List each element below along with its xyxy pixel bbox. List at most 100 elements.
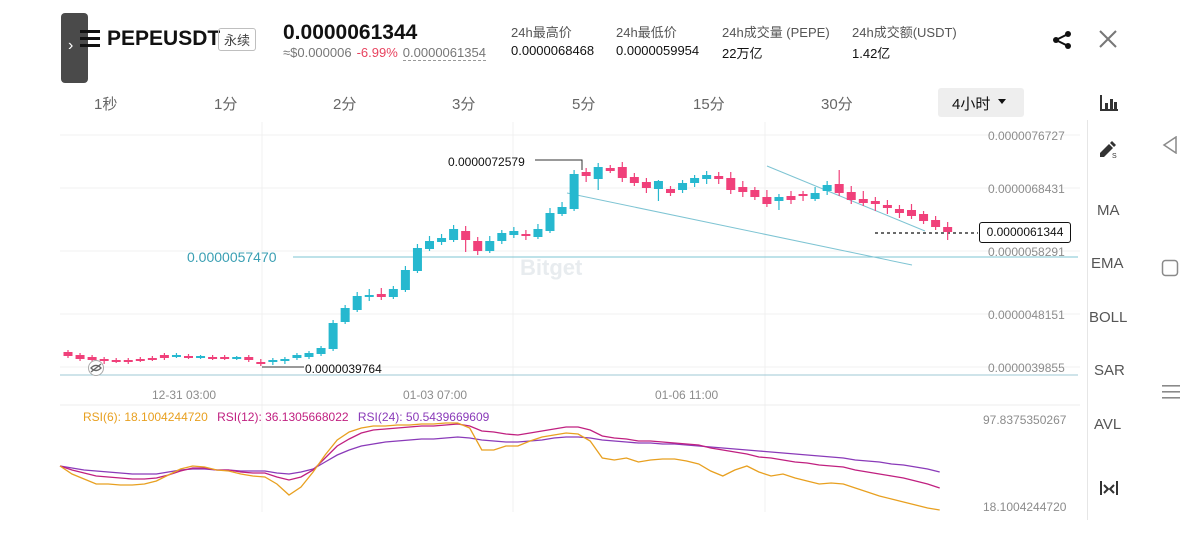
nav-back-icon[interactable] <box>1162 136 1178 154</box>
candle-body <box>907 210 916 216</box>
stat-label-low: 24h最低价 <box>616 25 677 40</box>
candle-body <box>437 238 447 242</box>
candle-body <box>774 197 784 201</box>
symbol-title[interactable]: PEPEUSDT <box>107 27 221 50</box>
candle-body <box>557 207 567 214</box>
candle-body <box>690 178 700 183</box>
menu-icon[interactable] <box>80 30 100 48</box>
candle-body <box>726 178 736 190</box>
candle-body <box>497 233 507 241</box>
rsi12-line <box>59 423 940 489</box>
stat-value-high: 0.0000068468 <box>511 43 595 58</box>
contract-type-badge: 永续 <box>218 28 257 51</box>
candle-body <box>340 308 350 322</box>
indicator-ema[interactable]: EMA <box>1091 255 1124 272</box>
close-icon[interactable] <box>1097 28 1119 50</box>
watermark: Bitget <box>520 255 583 280</box>
candle-body <box>316 348 326 354</box>
candle-body <box>220 357 230 359</box>
candle-body <box>593 167 603 179</box>
rsi12-value: RSI(12): 36.1305668022 <box>217 410 349 424</box>
tab-1s[interactable]: 1秒 <box>94 96 118 113</box>
candle-body <box>822 185 832 191</box>
candle-body <box>738 187 748 192</box>
rsi-legend: RSI(6): 18.1004244720 RSI(12): 36.130566… <box>83 410 489 424</box>
indicator-avl[interactable]: AVL <box>1094 416 1122 433</box>
indicator-chart-icon[interactable] <box>1099 94 1119 112</box>
price-subline: ≈$0.000006 -6.99% 0.0000061354 <box>283 45 486 61</box>
candle-body <box>87 357 97 360</box>
candle-body <box>629 177 639 183</box>
rsi-lines <box>59 422 940 511</box>
candle-body <box>762 197 772 204</box>
candle-body <box>653 181 663 189</box>
candle-body <box>894 209 904 213</box>
rsi24-line <box>59 436 940 475</box>
candle-body <box>919 214 929 221</box>
candle-body <box>208 357 218 359</box>
draw-tool-icon[interactable]: S <box>1097 138 1119 160</box>
side-drawer-handle[interactable]: › <box>61 13 88 83</box>
price-axis-tick: 0.0000048151 <box>988 308 1065 322</box>
candle-body <box>461 231 471 240</box>
candle-body <box>846 192 856 200</box>
tab-30m[interactable]: 30分 <box>821 96 853 113</box>
candle-body <box>63 352 73 356</box>
nav-home-icon[interactable] <box>1161 259 1179 277</box>
candle-body <box>256 362 266 364</box>
rsi6-value: RSI(6): 18.1004244720 <box>83 410 208 424</box>
mark-price[interactable]: 0.0000061354 <box>402 45 486 61</box>
hide-drawings-icon[interactable] <box>86 359 106 377</box>
candle-body <box>810 193 820 199</box>
nav-recents-icon[interactable] <box>1162 384 1180 400</box>
candle-body <box>533 229 543 237</box>
candles-group <box>63 162 953 366</box>
indicator-ma[interactable]: MA <box>1097 202 1120 219</box>
tab-15m[interactable]: 15分 <box>693 96 725 113</box>
rsi6-line <box>59 422 940 511</box>
candle-body <box>666 189 675 193</box>
high-price-label: 0.0000072579 <box>448 155 525 169</box>
candlestick-chart[interactable]: Bitget <box>0 0 1085 539</box>
indicator-boll[interactable]: BOLL <box>1089 309 1128 326</box>
candle-body <box>159 355 169 358</box>
price-axis-tick: 0.0000068431 <box>988 182 1065 196</box>
candle-body <box>328 323 338 349</box>
candle-body <box>678 183 688 190</box>
candle-body <box>171 355 181 357</box>
candle-body <box>400 270 410 290</box>
tab-3m[interactable]: 3分 <box>452 96 476 113</box>
trend-lines <box>60 159 1078 376</box>
candle-body <box>521 234 531 236</box>
candle-body <box>882 205 892 208</box>
tab-5m[interactable]: 5分 <box>572 96 596 113</box>
tab-1m[interactable]: 1分 <box>214 96 238 113</box>
candle-body <box>376 294 386 297</box>
tab-2m[interactable]: 2分 <box>333 96 357 113</box>
current-price-tag: 0.0000061344 <box>979 222 1071 243</box>
fullscreen-compress-icon[interactable] <box>1099 480 1119 496</box>
active-timeframe: 4小时 <box>952 96 991 113</box>
indicator-sar[interactable]: SAR <box>1094 362 1125 379</box>
timeframe-dropdown[interactable]: 4小时 <box>938 88 1024 117</box>
horizontal-line-label[interactable]: 0.0000057470 <box>187 249 277 265</box>
last-price: 0.0000061344 <box>283 21 418 44</box>
candle-body <box>509 231 519 235</box>
candle-body <box>111 360 121 362</box>
candle-body <box>931 220 941 227</box>
candle-body <box>870 201 880 204</box>
candle-body <box>184 356 193 358</box>
time-axis-tick: 01-03 07:00 <box>403 388 468 402</box>
candle-body <box>786 196 796 200</box>
caret-down-icon <box>998 99 1006 104</box>
candle-body <box>352 296 362 310</box>
candle-body <box>99 359 109 361</box>
candle-body <box>605 168 615 171</box>
candle-body <box>569 174 579 209</box>
candle-body <box>943 227 953 232</box>
share-icon[interactable] <box>1051 30 1073 50</box>
candle-body <box>798 194 808 196</box>
candle-body <box>304 353 314 357</box>
candle-body <box>147 358 157 360</box>
high-marker-line <box>535 159 583 170</box>
